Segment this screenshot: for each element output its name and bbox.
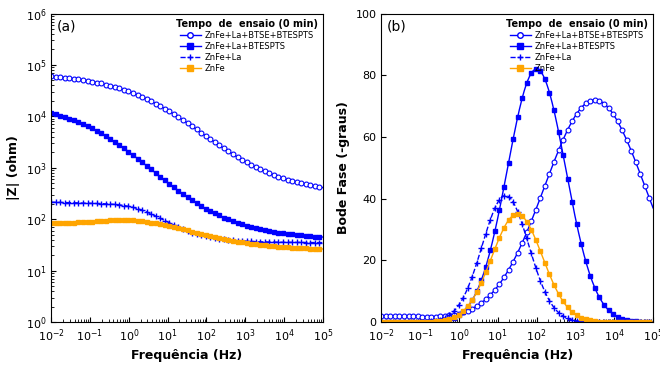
Y-axis label: |Z| (ohm): |Z| (ohm) xyxy=(7,135,20,200)
X-axis label: Frequência (Hz): Frequência (Hz) xyxy=(131,349,243,362)
X-axis label: Frequência (Hz): Frequência (Hz) xyxy=(461,349,573,362)
Legend: ZnFe+La+BTSE+BTESPTS, ZnFe+La+BTESPTS, ZnFe+La, ZnFe: ZnFe+La+BTSE+BTESPTS, ZnFe+La+BTESPTS, Z… xyxy=(503,15,651,76)
Text: (a): (a) xyxy=(57,20,76,34)
Text: (b): (b) xyxy=(387,20,407,34)
Legend: ZnFe+La+BTSE+BTESPTS, ZnFe+La+BTESPTS, ZnFe+La, ZnFe: ZnFe+La+BTSE+BTESPTS, ZnFe+La+BTESPTS, Z… xyxy=(173,15,321,76)
Y-axis label: Bode Fase (-graus): Bode Fase (-graus) xyxy=(337,101,350,234)
